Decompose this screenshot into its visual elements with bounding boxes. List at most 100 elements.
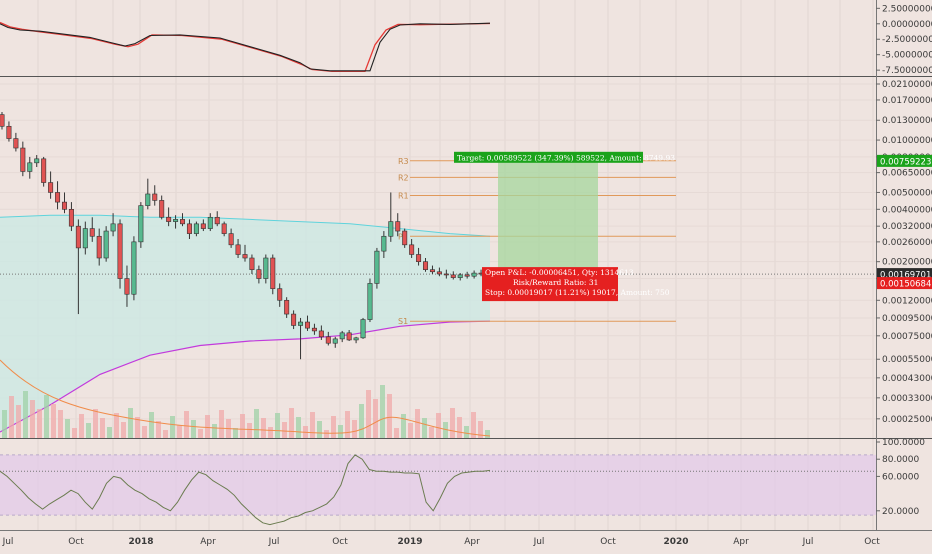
candle-body: [346, 332, 352, 341]
time-tick-label: 2020: [663, 537, 688, 547]
candle-body: [270, 257, 276, 289]
candle-body: [443, 273, 449, 276]
price-tick-label: 0.00260000: [882, 238, 932, 248]
target-label-box: [454, 151, 643, 163]
candle-body: [249, 257, 255, 270]
price-tick-label: 0.00043000: [882, 374, 932, 384]
candle-body: [374, 250, 380, 284]
candle-body: [277, 288, 283, 301]
candle-body: [138, 205, 144, 243]
candle-body: [159, 200, 165, 218]
candle-body: [332, 338, 338, 344]
volume-bar: [23, 391, 28, 438]
candle-body: [325, 336, 331, 344]
volume-bar: [58, 410, 63, 438]
volume-bar: [16, 405, 21, 438]
candle-body: [145, 193, 151, 206]
volume-bar: [128, 408, 133, 438]
volume-bar: [254, 409, 259, 438]
candle-body: [429, 269, 435, 273]
volume-bar: [156, 421, 161, 438]
price-tick-label: 0.00650000: [882, 169, 932, 179]
oscillator-panel: [0, 21, 491, 73]
candle-body: [311, 327, 317, 332]
rsi-tick-label: 80.0000: [882, 455, 919, 465]
volume-bar: [72, 428, 77, 438]
candle-body: [186, 223, 192, 234]
candle-body: [416, 254, 422, 262]
pnl-label-box: [482, 267, 618, 302]
osc-tick-label: -2.50000000: [882, 35, 932, 45]
candle-body: [256, 269, 262, 279]
time-tick-label: 2018: [128, 537, 153, 547]
candle-body: [20, 147, 26, 172]
volume-bar: [464, 426, 469, 438]
volume-bar: [380, 385, 385, 438]
candle-body: [423, 261, 429, 270]
volume-bar: [177, 425, 182, 438]
candle-body: [0, 114, 5, 127]
volume-bar: [219, 410, 224, 438]
volume-bar: [86, 423, 91, 438]
volume-bar: [100, 418, 105, 438]
volume-bar: [282, 422, 287, 438]
volume-bar: [387, 394, 392, 438]
candle-body: [318, 330, 324, 338]
candle-body: [166, 216, 172, 222]
volume-bar: [107, 427, 112, 438]
volume-bar: [191, 420, 196, 438]
pnl-label-line: Risk/Reward Ratio: 31: [513, 278, 598, 287]
volume-bar: [436, 413, 441, 438]
time-tick-label: Apr: [733, 537, 749, 547]
candle-body: [89, 228, 95, 237]
pivot-label-r2: R2: [398, 173, 409, 182]
pnl-label-line: Stop: 0.00019017 (11.21%) 19017, Amount:…: [485, 288, 670, 297]
volume-bar: [324, 430, 329, 438]
volume-bar: [345, 411, 350, 438]
volume-bar: [142, 426, 147, 438]
volume-bar: [170, 416, 175, 438]
time-tick-label: Apr: [200, 537, 216, 547]
rsi-panel: [0, 454, 876, 526]
band-upper-line: [0, 214, 491, 237]
volume-bar: [373, 399, 378, 438]
candle-body: [214, 216, 220, 225]
volume-bar: [205, 415, 210, 438]
price-tick-label: 0.00025000: [882, 415, 932, 425]
volume-bar: [114, 413, 119, 438]
rsi-line: [0, 454, 491, 526]
volume-bar: [233, 428, 238, 438]
volume-bar: [331, 416, 336, 438]
pnl-label-line: Open P&L: -0.00006451, Qty: 1314613: [485, 268, 634, 277]
candle-body: [117, 223, 123, 279]
candle-body: [96, 235, 102, 259]
volume-ma-line: [0, 359, 491, 437]
volume-bar: [415, 409, 420, 438]
price-axis[interactable]: 2.50000000 0.00000000 -2.50000000 -5.000000…: [876, 4, 932, 517]
price-tick-label: 0.01700000: [882, 96, 932, 106]
volume-bar: [79, 414, 84, 438]
price-panel: R3 R2 R1 P S1 Target: 0.00589522 (347.39%) 58…: [0, 111, 876, 438]
time-axis[interactable]: Jul Oct 2018 Apr Jul Oct 2019 Apr Jul Oct 2020 Apr J…: [0, 530, 932, 548]
volume-bar: [310, 412, 315, 438]
time-tick-label: Oct: [864, 537, 880, 547]
candle-body: [41, 158, 47, 183]
osc-tick-label: 2.50000000: [882, 4, 932, 14]
volume-bar: [317, 421, 322, 438]
volume-bar: [37, 409, 42, 438]
price-tick-label: 0.00095000: [882, 314, 932, 324]
pivot-label-r3: R3: [398, 157, 409, 166]
candle-body: [367, 283, 373, 320]
time-tick-label: Apr: [464, 537, 480, 547]
candle-body: [48, 182, 54, 193]
price-tick-label: 0.00075000: [882, 332, 932, 342]
volume-bar: [478, 421, 483, 438]
candle-body: [61, 201, 67, 210]
volume-bar: [240, 414, 245, 438]
candle-body: [409, 244, 415, 255]
volume-bar: [163, 430, 168, 438]
candle-body: [200, 223, 206, 229]
volume-bar: [422, 418, 427, 438]
